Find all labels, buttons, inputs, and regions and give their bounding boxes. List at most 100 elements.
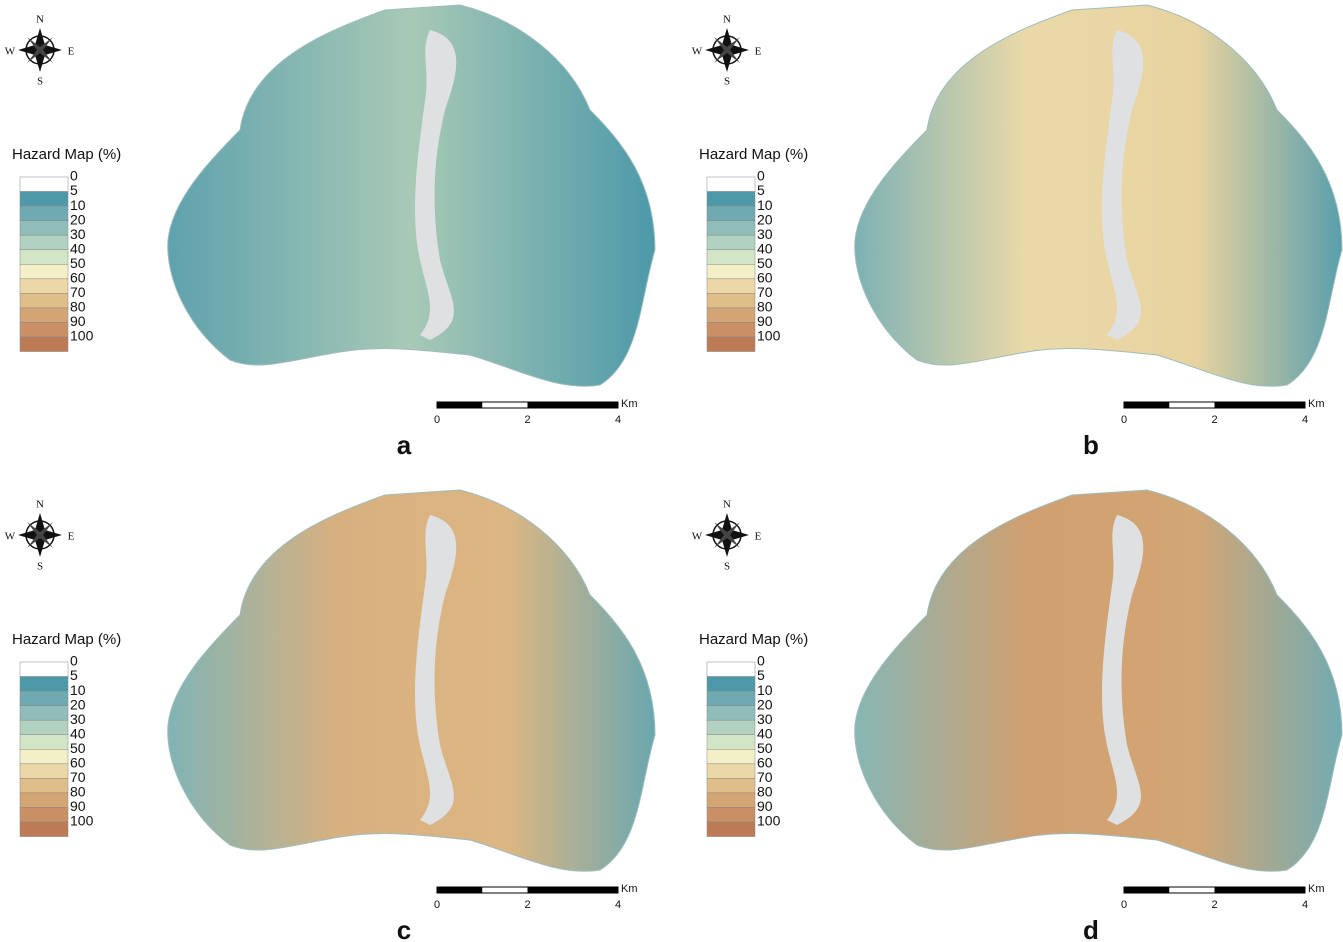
panel-label: a: [397, 430, 412, 460]
compass-rose: N S E W: [5, 14, 75, 88]
legend-label: 100: [757, 328, 781, 344]
panel: NSEWHazard Map (%)0510203040506070809010…: [5, 5, 655, 460]
legend-title: Hazard Map (%): [12, 146, 121, 163]
compass-north: N: [36, 14, 44, 26]
legend-swatch: [20, 279, 68, 294]
scale-label: 2: [524, 899, 530, 911]
scale-label: 0: [434, 414, 440, 426]
legend-swatch: [707, 235, 755, 250]
scale-label: 2: [524, 414, 530, 426]
legend-swatch: [707, 720, 755, 735]
compass-west: W: [5, 531, 16, 543]
legend-swatch: [707, 662, 755, 677]
compass-west: W: [692, 46, 703, 58]
compass-rose: N S E W: [692, 14, 762, 88]
scale-unit: Km: [621, 398, 638, 410]
legend-swatch: [707, 337, 755, 352]
scale-label: 2: [1211, 414, 1217, 426]
legend-swatch: [707, 807, 755, 822]
scale-bar-seg: [1215, 402, 1306, 408]
legend-label: 100: [70, 328, 94, 344]
panel-label: b: [1083, 430, 1099, 460]
legend-swatch: [20, 322, 68, 337]
legend-swatch: [707, 192, 755, 207]
compass-north: N: [723, 14, 731, 26]
compass-east: E: [68, 46, 75, 58]
legend-swatch: [20, 293, 68, 308]
legend-swatch: [20, 337, 68, 352]
legend-swatch: [20, 177, 68, 192]
legend-swatch: [707, 279, 755, 294]
legend-swatch: [707, 764, 755, 779]
hazard-map: [168, 490, 655, 871]
legend-swatch: [20, 778, 68, 793]
scale-label: 2: [1211, 899, 1217, 911]
scale-label: 4: [1302, 414, 1308, 426]
legend-swatch: [707, 264, 755, 279]
compass-north: N: [36, 499, 44, 511]
legend-swatch: [20, 192, 68, 207]
legend-swatch: [20, 706, 68, 721]
scale-bar-seg: [437, 402, 482, 408]
hazard-map: [855, 490, 1342, 871]
legend-swatch: [20, 691, 68, 706]
legend-swatch: [707, 677, 755, 692]
legend-swatch: [707, 308, 755, 323]
scale-label: 0: [1121, 414, 1127, 426]
legend-swatch: [20, 735, 68, 750]
scale-bar-seg: [1124, 887, 1169, 893]
scale-unit: Km: [1308, 398, 1325, 410]
compass-rose: N S E W: [692, 499, 762, 573]
legend-swatch: [20, 308, 68, 323]
scale-label: 0: [1121, 899, 1127, 911]
legend-label: 100: [70, 813, 94, 829]
legend-swatch: [20, 250, 68, 265]
legend-swatch: [707, 793, 755, 808]
compass-east: E: [755, 46, 762, 58]
compass-south: S: [37, 76, 43, 88]
figure: NSEWHazard Map (%)0510203040506070809010…: [0, 0, 1343, 942]
scale-unit: Km: [1308, 883, 1325, 895]
compass-north: N: [723, 499, 731, 511]
legend-swatch: [707, 735, 755, 750]
compass-east: E: [755, 531, 762, 543]
legend-title: Hazard Map (%): [699, 631, 808, 648]
legend-swatch: [20, 764, 68, 779]
scale-label: 0: [434, 899, 440, 911]
panel: NSEWHazard Map (%)0510203040506070809010…: [692, 5, 1342, 460]
compass-west: W: [692, 531, 703, 543]
legend-swatch: [20, 807, 68, 822]
legend-swatch: [707, 206, 755, 221]
compass-west: W: [5, 46, 16, 58]
scale-bar-seg: [528, 887, 619, 893]
scale-bar-seg: [1124, 402, 1169, 408]
legend-swatch: [20, 749, 68, 764]
legend-title: Hazard Map (%): [699, 146, 808, 163]
legend-swatch: [707, 778, 755, 793]
hazard-map: [855, 5, 1342, 386]
scale-bar-seg: [437, 887, 482, 893]
hazard-map: [168, 5, 655, 386]
legend-swatch: [20, 793, 68, 808]
compass-east: E: [68, 531, 75, 543]
legend-swatch: [20, 677, 68, 692]
scale-label: 4: [1302, 899, 1308, 911]
legend-swatch: [20, 264, 68, 279]
legend-label: 100: [757, 813, 781, 829]
compass-south: S: [724, 76, 730, 88]
legend-swatch: [707, 822, 755, 837]
scale-label: 4: [615, 414, 621, 426]
panel-label: d: [1083, 915, 1099, 942]
legend-title: Hazard Map (%): [12, 631, 121, 648]
scale-unit: Km: [621, 883, 638, 895]
panel-label: c: [397, 915, 411, 942]
scale-label: 4: [615, 899, 621, 911]
panel: NSEWHazard Map (%)0510203040506070809010…: [692, 490, 1342, 942]
legend-swatch: [20, 822, 68, 837]
legend-swatch: [707, 706, 755, 721]
compass-south: S: [724, 561, 730, 573]
legend-swatch: [20, 235, 68, 250]
scale-bar-seg: [528, 402, 619, 408]
legend-swatch: [20, 720, 68, 735]
